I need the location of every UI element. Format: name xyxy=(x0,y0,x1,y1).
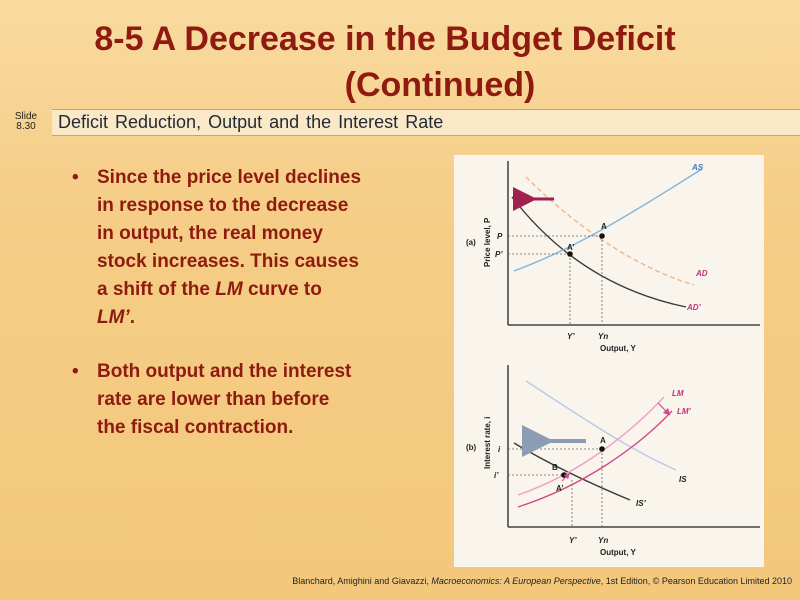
bullet-item: • Since the price level declines in resp… xyxy=(72,164,362,332)
slide-tag-number: 8.30 xyxy=(16,121,36,132)
x-axis-label: Output, Y xyxy=(600,548,637,557)
bullet-text-mid: curve to xyxy=(242,279,322,300)
tick-y-new: Y’ xyxy=(569,536,577,545)
as-ad-diagram-panel: A A’ AS AD AD’ P P’ Y’ Yn Output, Y (a) … xyxy=(454,155,764,360)
slide-number-tag: Slide 8.30 xyxy=(4,112,48,132)
tick-y-new: Y’ xyxy=(567,332,575,341)
tick-yn: Yn xyxy=(598,332,608,341)
point-a-new-label: A’ xyxy=(556,484,564,493)
panel-label: (b) xyxy=(466,443,477,452)
credit-edition: , 1st Edition, © Pearson Education Limit… xyxy=(600,576,792,586)
is-new-curve-label: IS’ xyxy=(636,499,647,508)
point-a xyxy=(599,446,605,452)
bullet-em-lm-new: LM’ xyxy=(97,307,130,328)
as-curve xyxy=(513,168,703,272)
lm-shift-arrow-low xyxy=(561,472,571,482)
credit-book-title: Macroeconomics: A European Perspective xyxy=(431,576,601,586)
lm-curve-label: LM xyxy=(672,389,684,398)
tick-p-new: P’ xyxy=(495,250,503,259)
slide-subtitle: Deficit Reduction, Output and the Intere… xyxy=(58,112,444,132)
lm-new-curve xyxy=(517,410,673,508)
bullet-dot: • xyxy=(72,361,79,382)
point-a-label: A xyxy=(601,222,607,231)
bullet-em-lm: LM xyxy=(215,279,243,300)
lm-shift-arrow xyxy=(657,402,671,416)
is-curve xyxy=(525,380,677,471)
is-new-curve xyxy=(513,442,631,501)
ad-new-curve-label: AD’ xyxy=(686,303,702,312)
title-line-1: 8-5 A Decrease in the Budget Deficit xyxy=(94,20,676,58)
title-line-2: (Continued) xyxy=(344,66,536,104)
bullet-text: Since the price level declines in respon… xyxy=(97,167,362,300)
is-curve-label: IS xyxy=(679,475,687,484)
tick-p: P xyxy=(497,232,503,241)
point-a-label: A xyxy=(600,436,606,445)
panel-label: (a) xyxy=(466,238,476,247)
point-a xyxy=(599,233,605,239)
y-axis-label: Interest rate, i xyxy=(483,417,492,469)
as-curve-label: AS xyxy=(691,163,704,172)
bullet-list: • Since the price level declines in resp… xyxy=(72,164,362,468)
ad-curve-label: AD xyxy=(695,269,708,278)
point-a-new xyxy=(567,251,573,257)
as-ad-diagram: A A’ AS AD AD’ P P’ Y’ Yn Output, Y (a) … xyxy=(466,161,760,353)
credit-authors: Blanchard, Amighini and Giavazzi, xyxy=(292,576,432,586)
slide-title: 8-5 A Decrease in the Budget Deficit (Co… xyxy=(0,16,800,108)
lm-new-curve-label: LM’ xyxy=(677,407,692,416)
bullet-text-end: . xyxy=(129,307,135,328)
is-lm-diagram: A B A’ LM LM’ IS IS’ i i’ Y’ Yn Output, … xyxy=(466,365,760,557)
tick-i: i xyxy=(498,445,501,454)
copyright-credit: Blanchard, Amighini and Giavazzi, Macroe… xyxy=(292,576,792,586)
tick-yn: Yn xyxy=(598,536,608,545)
x-axis-label: Output, Y xyxy=(600,344,637,353)
tick-i-new: i’ xyxy=(494,471,499,480)
y-axis-label: Price level, P xyxy=(483,217,492,267)
bullet-item: • Both output and the interest rate are … xyxy=(72,358,362,442)
bullet-text: Both output and the interest rate are lo… xyxy=(97,361,352,438)
is-lm-diagram-panel: A B A’ LM LM’ IS IS’ i i’ Y’ Yn Output, … xyxy=(454,357,764,567)
ad-new-curve xyxy=(511,196,687,308)
subtitle-bar: Deficit Reduction, Output and the Intere… xyxy=(52,109,800,136)
lm-curve xyxy=(517,396,665,496)
point-b-label: B xyxy=(552,463,558,472)
bullet-dot: • xyxy=(72,167,79,188)
ad-curve xyxy=(525,176,695,286)
slide-tag-word: Slide xyxy=(14,111,38,122)
point-a-new-label: A’ xyxy=(567,243,575,252)
